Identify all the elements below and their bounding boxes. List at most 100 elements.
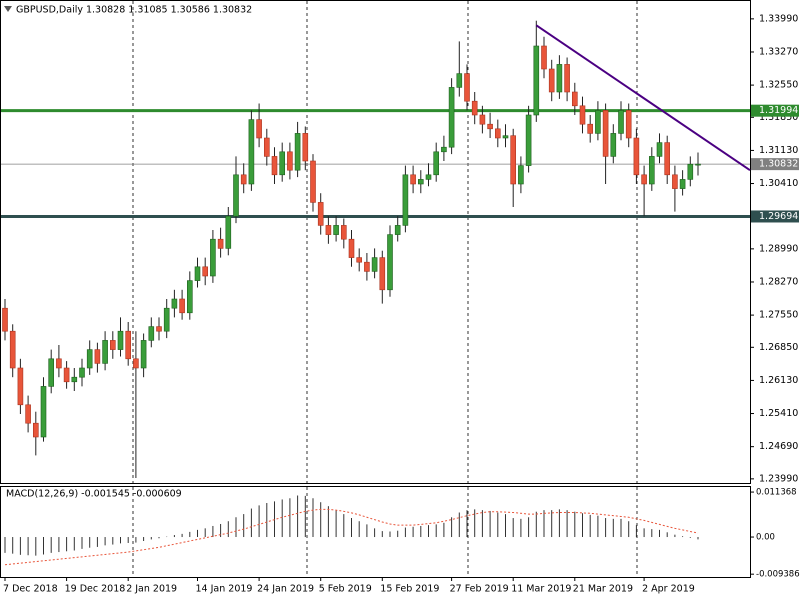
candle-body [248, 119, 255, 185]
candle-body [287, 151, 293, 171]
candle-body [394, 225, 401, 235]
candle-body [171, 298, 178, 309]
candle-body [625, 110, 632, 139]
candle-body [56, 358, 62, 369]
candle-body [210, 238, 216, 277]
candle-body [402, 174, 409, 226]
macd-y-tick-label: -0.009386 [756, 570, 800, 580]
candle-body [410, 174, 416, 185]
candle-body [648, 156, 655, 185]
candle-body [63, 367, 70, 383]
y-tick-label: 1.24690 [759, 441, 798, 452]
candle-body [163, 307, 170, 332]
candle-body [263, 137, 270, 157]
y-tick-label: 1.33270 [759, 46, 798, 57]
candle-body [687, 163, 694, 180]
candle-body [587, 123, 594, 134]
candle-body [310, 160, 316, 203]
candle-body [71, 376, 78, 383]
candle-body [302, 133, 309, 162]
x-tick-label: 21 Mar 2019 [573, 584, 633, 595]
candle-body [133, 358, 139, 369]
candle-body [456, 73, 463, 88]
candle-body [240, 174, 247, 185]
candle-body [533, 45, 540, 116]
level-label-box [751, 210, 799, 223]
level-label: 1.30832 [759, 159, 798, 170]
candle-body [140, 340, 147, 369]
candle-body [110, 340, 116, 350]
candle-body [641, 174, 647, 185]
candle-body [333, 225, 339, 235]
x-tick-label: 7 Dec 2018 [3, 584, 58, 595]
candle-body [695, 163, 701, 166]
candle-body [664, 142, 671, 176]
x-tick-label: 2 Apr 2019 [642, 584, 695, 595]
candle-body [379, 257, 386, 291]
candle-body [548, 68, 555, 93]
macd-signal [4, 508, 699, 566]
y-tick-label: 1.32550 [759, 80, 798, 91]
candle-body [217, 238, 224, 249]
level-label-box [751, 158, 799, 171]
y-tick-label: 1.31850 [759, 112, 798, 123]
macd-title: MACD(12,26,9) -0.001545 -0.000609 [6, 489, 182, 500]
candle-body [672, 174, 678, 189]
x-tick-label: 19 Dec 2018 [65, 584, 126, 595]
y-tick-label: 1.28990 [759, 243, 798, 254]
level-label-box [751, 104, 799, 117]
candle-body [633, 137, 640, 176]
x-tick-label: 27 Feb 2019 [450, 584, 509, 595]
candle-body [494, 128, 501, 139]
candle-body [479, 114, 486, 125]
candle-body [179, 298, 185, 314]
candle-body [40, 386, 47, 438]
candle-body [425, 174, 432, 180]
candle-body [187, 280, 193, 314]
y-tick-label: 1.26850 [759, 342, 798, 353]
symbol-icon [4, 6, 12, 12]
candle-body [579, 105, 586, 125]
x-tick-label: 2 Jan 2019 [126, 584, 177, 595]
candle-body [79, 367, 85, 378]
x-tick-label: 15 Feb 2019 [380, 584, 439, 595]
level-label: 1.31994 [759, 105, 798, 116]
candle-body [487, 123, 493, 130]
candle-body [156, 326, 162, 332]
y-tick-label: 1.27550 [759, 310, 798, 321]
macd-y-tick-label: 0.00 [756, 533, 775, 543]
candle-body [417, 179, 424, 185]
candle-body [32, 422, 39, 438]
candle-body [279, 151, 286, 176]
x-tick-label: 11 Mar 2019 [511, 584, 571, 595]
candle-body [371, 257, 378, 272]
candle-body [317, 202, 324, 226]
candle-body [448, 87, 455, 148]
candle-body [441, 146, 447, 153]
x-tick-label: 5 Feb 2019 [319, 584, 372, 595]
x-tick-label: 24 Jan 2019 [257, 584, 314, 595]
candle-body [525, 114, 532, 166]
candle-body [125, 330, 131, 360]
candle-body [148, 326, 155, 341]
candle-body [225, 215, 232, 249]
level-label: 1.29694 [759, 211, 798, 222]
price-panel [0, 0, 751, 484]
candle-body [325, 225, 332, 235]
candle-body [502, 135, 509, 139]
candle-body [294, 133, 301, 171]
candle-body [518, 165, 524, 185]
candle-body [471, 100, 478, 116]
x-tick-label: 14 Jan 2019 [196, 584, 253, 595]
candle-body [356, 257, 363, 263]
candle-body [364, 261, 370, 272]
y-tick-label: 1.31130 [759, 145, 798, 156]
candle-body [564, 64, 570, 93]
chart-title: GBPUSD,Daily 1.30828 1.31085 1.30586 1.3… [16, 5, 252, 16]
candle-body [17, 367, 24, 406]
y-tick-label: 1.33990 [759, 13, 798, 24]
candle-body [25, 404, 31, 424]
candle-body [340, 225, 347, 240]
y-tick-label: 1.30410 [759, 178, 798, 189]
